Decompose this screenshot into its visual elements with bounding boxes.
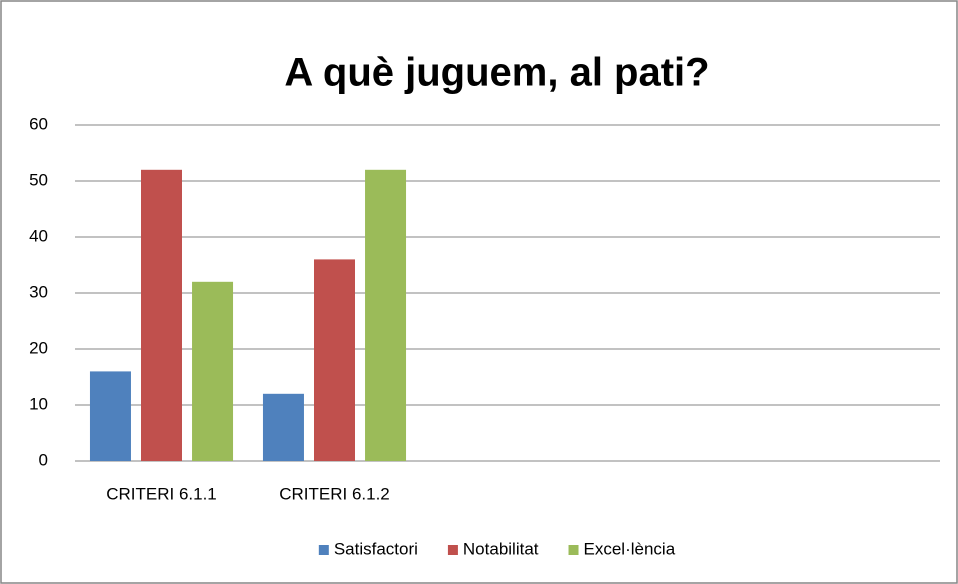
legend-swatch [447, 545, 458, 555]
bar [262, 393, 304, 461]
x-tick-label: CRITERI 6.1.1 [106, 484, 217, 503]
legend-swatch [318, 545, 329, 555]
bar [140, 169, 183, 462]
y-tick-label: 0 [39, 450, 48, 469]
legend-label: Notabilitat [463, 539, 539, 558]
y-tick-label: 50 [29, 170, 48, 189]
legend-label: Satisfactori [334, 539, 418, 558]
y-tick-label: 60 [29, 114, 48, 133]
y-tick-label: 20 [29, 338, 48, 357]
legend-label: Excel·lència [584, 539, 676, 558]
y-tick-label: 40 [29, 226, 48, 245]
x-tick-label: CRITERI 6.1.2 [279, 484, 390, 503]
y-tick-label: 30 [29, 282, 48, 301]
bar [192, 281, 234, 461]
y-tick-label: 10 [29, 394, 48, 413]
legend-swatch [568, 545, 579, 555]
bar [89, 371, 131, 461]
bar [313, 259, 356, 461]
bar [365, 169, 407, 462]
chart-title: A què juguem, al pati? [284, 51, 709, 95]
